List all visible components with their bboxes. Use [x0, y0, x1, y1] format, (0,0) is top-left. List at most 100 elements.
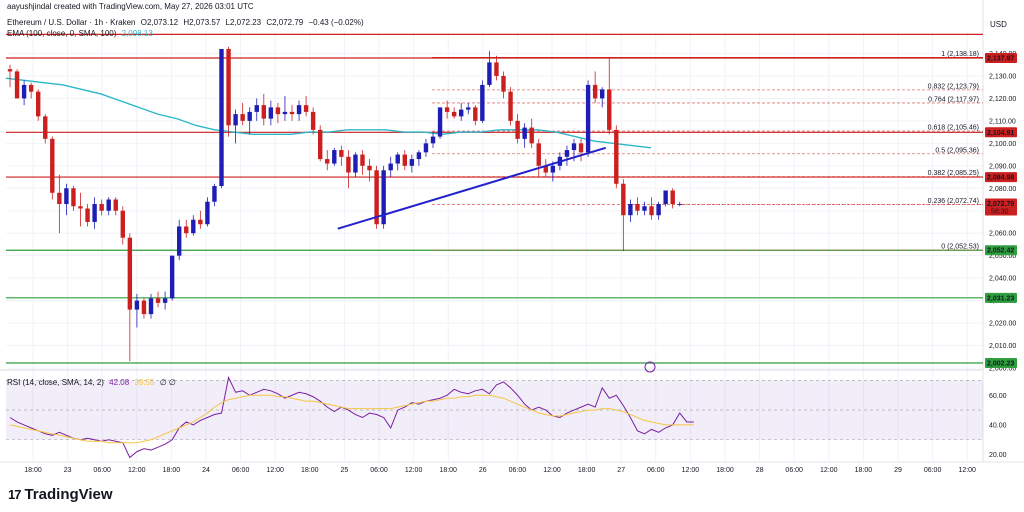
candle-up [177, 226, 182, 256]
fib-retracement[interactable]: 1 (2,138.18) 0.832 (2,123.79) 0.764 (2,117… [432, 51, 983, 250]
time-tick-label: 06:00 [924, 467, 942, 474]
candle-down [85, 208, 90, 222]
price-tick-label: 2,090.00 [989, 163, 1016, 170]
current-price-badge: 2,072.79 [987, 201, 1014, 208]
candle-down [310, 111, 316, 130]
candle-down [127, 237, 133, 310]
tradingview-logo[interactable]: 17 TradingView [8, 486, 113, 503]
candle-down [120, 210, 125, 238]
time-tick-label: 26 [479, 467, 487, 474]
rsi-tick-label: 40.00 [989, 422, 1007, 429]
candle-up [254, 105, 259, 112]
candle-down [607, 89, 612, 130]
rsi-ma-path [9, 394, 694, 444]
candle-up [219, 48, 224, 187]
rsi-label: RSI (14, close, SMA, 14, 2) [7, 378, 104, 387]
time-tick-label: 18:00 [716, 467, 734, 474]
current-price-countdown: 58:30 [991, 208, 1009, 215]
resistance-price-badge-bg [985, 172, 1017, 183]
candle-down [592, 84, 598, 99]
candle-up [663, 190, 668, 204]
ema-legend: EMA (100, close, 0, SMA, 100) 2,098.13 [7, 29, 156, 38]
candle-up [571, 143, 577, 151]
support-price-badge-bg [985, 245, 1017, 256]
candle-down [36, 91, 41, 117]
candle-up [522, 127, 527, 139]
symbol-info: Ethereum / U.S. Dollar · 1h · Kraken O2,… [7, 18, 367, 27]
candle-up [247, 111, 252, 121]
candle-up [388, 163, 393, 171]
time-tick-label: 06:00 [232, 467, 250, 474]
candle-up [233, 114, 238, 126]
time-axis[interactable]: 18:00 23 06:00 12:00 18:00 24 06:00 12:00 18:00 2… [24, 467, 976, 474]
tradingview-logo-text: TradingView [24, 486, 113, 503]
support-price-badge: 2,052.42 [987, 248, 1014, 255]
candle-down [515, 120, 520, 139]
candle-down [444, 107, 450, 112]
candle-up [169, 255, 175, 299]
price-tick-label: 2,020.00 [989, 321, 1016, 328]
time-tick-label: 23 [64, 467, 72, 474]
resistance-price-badge: 2,104.91 [987, 130, 1014, 137]
candle-down [360, 154, 365, 166]
rsi-tick-label: 60.00 [989, 393, 1007, 400]
candle-down [57, 192, 62, 204]
time-tick-label: 12:00 [266, 467, 284, 474]
current-price-badge-bg [985, 198, 1017, 216]
price-tick-label: 2,040.00 [989, 276, 1016, 283]
candle-up [642, 206, 647, 211]
ema-path [5, 77, 652, 149]
time-tick-label: 18:00 [578, 467, 596, 474]
fib-level-label: 0 (2,052.53) [941, 243, 979, 250]
ohlc-close: C2,072.79 [266, 18, 304, 27]
time-tick-label: 12:00 [958, 467, 976, 474]
time-tick-label: 06:00 [509, 467, 527, 474]
candle-up [550, 165, 556, 173]
price-tick-label: 2,060.00 [989, 231, 1016, 238]
candle-down [374, 170, 379, 225]
candle-down [578, 143, 584, 153]
candle-up [353, 154, 358, 173]
trendline-path [337, 146, 607, 230]
misc [644, 361, 656, 373]
candle-up [332, 150, 337, 164]
rsi-lines [9, 375, 694, 459]
candle-up [21, 84, 27, 99]
candle-up [162, 298, 168, 303]
ema-label: EMA (100, close, 0, SMA, 100) [7, 29, 117, 38]
fib-level-label: 0.5 (2,095.36) [935, 147, 979, 154]
candle-up [205, 201, 210, 225]
time-tick-label: 18:00 [301, 467, 319, 474]
candle-down [14, 71, 20, 99]
candle-down [536, 143, 541, 166]
candle-up [430, 136, 436, 144]
ohlc-low: L2,072.23 [225, 18, 262, 27]
candle-up [395, 154, 400, 164]
time-tick-label: 12:00 [820, 467, 838, 474]
price-tick-label: 2,120.00 [989, 96, 1016, 103]
candle-up [92, 203, 97, 222]
symbol-name: Ethereum / U.S. Dollar · 1h · Kraken [7, 18, 136, 27]
time-tick-label: 12:00 [543, 467, 561, 474]
time-tick-label: 18:00 [439, 467, 457, 474]
price-badges: 2,137.97 2,104.91 2,084.98 2,052.42 2,031.23… [679, 53, 1017, 368]
candle-down [501, 75, 506, 92]
candle-down [325, 159, 330, 164]
candle-up [656, 203, 661, 216]
ohlc-open: O2,073.12 [140, 18, 179, 27]
resistance-price-badge-bg [985, 53, 1017, 64]
candle-down [226, 48, 231, 126]
resistance-price-badge-bg [985, 127, 1017, 138]
ema-line [5, 77, 652, 149]
chart-grid [0, 0, 1024, 463]
candle-up [148, 298, 154, 315]
candle-up [628, 203, 633, 216]
candle-down [635, 203, 640, 211]
candle-up [423, 143, 429, 153]
trendline[interactable] [337, 146, 607, 230]
candle-down [339, 150, 344, 157]
time-tick-label: 06:00 [370, 467, 388, 474]
rsi-extra: ∅ ∅ [159, 378, 176, 387]
price-tick-label: 2,080.00 [989, 186, 1016, 193]
